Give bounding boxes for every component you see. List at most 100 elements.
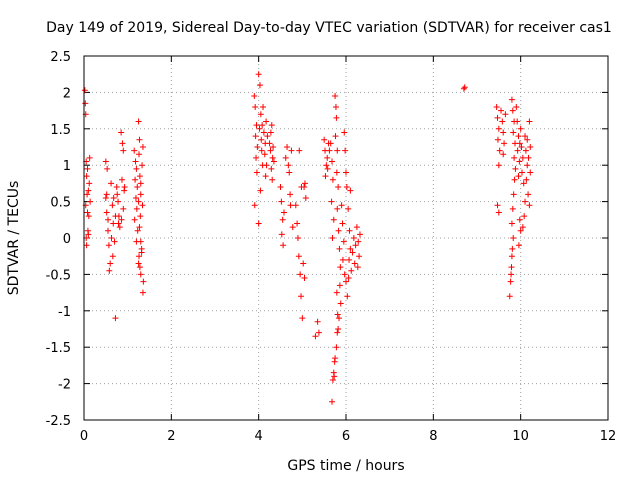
data-point (81, 87, 88, 94)
data-point (332, 103, 339, 110)
x-tick-label: 0 (80, 429, 88, 444)
data-point (106, 267, 113, 274)
data-point (526, 118, 533, 125)
data-point (256, 82, 263, 89)
data-point (510, 129, 517, 136)
data-point (263, 118, 270, 125)
data-point (522, 147, 529, 154)
data-point (297, 271, 304, 278)
data-point (499, 118, 506, 125)
data-point (131, 216, 138, 223)
data-point (343, 278, 349, 285)
data-point (137, 271, 144, 278)
data-point (258, 136, 265, 143)
data-point (289, 224, 296, 231)
data-point (526, 202, 533, 209)
data-point (495, 125, 502, 132)
data-point (347, 245, 354, 252)
data-points (81, 71, 534, 405)
data-point (330, 369, 337, 376)
data-point (103, 209, 110, 216)
data-point (295, 253, 302, 260)
data-point (522, 198, 529, 205)
data-point (139, 162, 146, 169)
data-point (356, 231, 363, 238)
data-point (280, 242, 287, 249)
data-point (324, 154, 331, 161)
data-point (332, 133, 339, 140)
data-point (136, 136, 143, 143)
data-point (136, 173, 143, 180)
x-tick-label: 8 (429, 429, 437, 444)
data-point (260, 103, 267, 110)
data-point (301, 275, 308, 282)
data-point (332, 93, 339, 100)
data-point (279, 216, 286, 223)
data-point (120, 147, 127, 154)
data-point (270, 158, 277, 165)
data-point (515, 173, 522, 180)
data-point (132, 176, 139, 183)
data-point (315, 329, 322, 336)
data-point (294, 220, 301, 227)
data-point (314, 318, 321, 325)
data-point (461, 84, 468, 91)
data-point (352, 242, 359, 249)
x-axis-label: GPS time / hours (287, 458, 404, 474)
data-point (339, 256, 346, 263)
data-point (282, 154, 289, 161)
data-point (119, 140, 126, 147)
data-point (140, 278, 147, 285)
data-point (256, 125, 263, 132)
data-point (351, 260, 358, 267)
data-point (333, 344, 340, 351)
data-point (520, 180, 527, 187)
data-point (132, 158, 139, 165)
data-point (268, 165, 275, 172)
data-point (312, 333, 319, 340)
data-point (512, 165, 519, 172)
data-point (287, 191, 294, 198)
data-point (356, 253, 363, 260)
data-point (264, 133, 271, 140)
data-point (334, 311, 341, 318)
data-point (280, 209, 287, 216)
data-point (514, 118, 521, 125)
data-point (269, 176, 276, 183)
data-point (510, 191, 517, 198)
data-point (496, 147, 503, 154)
data-point (137, 238, 144, 245)
data-point (355, 238, 362, 245)
data-point (524, 162, 531, 169)
data-point (336, 245, 343, 252)
data-point (136, 224, 143, 231)
data-point (109, 253, 116, 260)
data-point (255, 220, 262, 227)
x-tick-label: 2 (167, 429, 175, 444)
data-point (517, 125, 524, 132)
data-point (137, 191, 144, 198)
data-point (322, 173, 329, 180)
data-point (278, 231, 285, 238)
data-point (259, 122, 266, 129)
data-point (330, 216, 337, 223)
data-point (253, 169, 260, 176)
data-point (511, 154, 518, 161)
data-point (340, 238, 347, 245)
y-tick-label: -1 (58, 305, 71, 320)
data-point (111, 238, 118, 245)
data-point (324, 165, 331, 172)
data-point (339, 220, 346, 227)
data-point (267, 147, 274, 154)
data-point (507, 278, 514, 285)
data-point (500, 129, 507, 136)
data-point (329, 235, 336, 241)
data-point (139, 289, 146, 296)
data-point (508, 96, 515, 103)
data-point (500, 151, 507, 158)
data-point (269, 154, 276, 161)
y-tick-label: 1.5 (50, 123, 71, 138)
data-point (516, 158, 523, 165)
data-point (107, 260, 114, 267)
